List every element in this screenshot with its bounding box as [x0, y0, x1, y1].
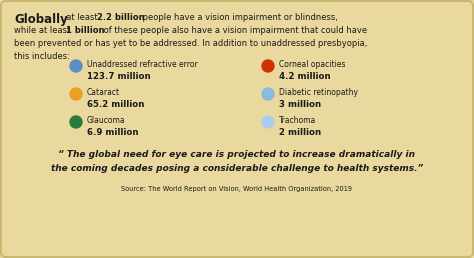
- Text: 2 million: 2 million: [279, 128, 321, 137]
- Text: Trachoma: Trachoma: [279, 116, 316, 125]
- Text: the coming decades posing a considerable challenge to health systems.”: the coming decades posing a considerable…: [51, 164, 423, 173]
- Text: Globally: Globally: [14, 13, 68, 26]
- Circle shape: [70, 60, 82, 72]
- Text: 65.2 million: 65.2 million: [87, 100, 145, 109]
- Text: Unaddressed refractive error: Unaddressed refractive error: [87, 60, 198, 69]
- Text: Source: The World Report on Vision, World Health Organization, 2019: Source: The World Report on Vision, Worl…: [121, 186, 353, 192]
- Text: 2.2 billion: 2.2 billion: [97, 13, 145, 22]
- Text: Diabetic retinopathy: Diabetic retinopathy: [279, 88, 358, 97]
- Text: been prevented or has yet to be addressed. In addition to unaddressed presbyopia: been prevented or has yet to be addresse…: [14, 39, 367, 48]
- Text: 123.7 million: 123.7 million: [87, 72, 151, 81]
- Text: 3 million: 3 million: [279, 100, 321, 109]
- Circle shape: [262, 116, 274, 128]
- Text: people have a vision impairment or blindness,: people have a vision impairment or blind…: [140, 13, 338, 22]
- Text: while at least: while at least: [14, 26, 73, 35]
- Text: 4.2 million: 4.2 million: [279, 72, 331, 81]
- Text: of these people also have a vision impairment that could have: of these people also have a vision impai…: [101, 26, 367, 35]
- Text: Glaucoma: Glaucoma: [87, 116, 126, 125]
- Text: 6.9 million: 6.9 million: [87, 128, 138, 137]
- Circle shape: [262, 88, 274, 100]
- Text: “ The global need for eye care is projected to increase dramatically in: “ The global need for eye care is projec…: [58, 150, 416, 159]
- Text: Corneal opacities: Corneal opacities: [279, 60, 346, 69]
- Text: this includes:: this includes:: [14, 52, 70, 61]
- Circle shape: [70, 88, 82, 100]
- Text: , at least: , at least: [61, 13, 100, 22]
- Text: Cataract: Cataract: [87, 88, 120, 97]
- Circle shape: [70, 116, 82, 128]
- Text: 1 billion: 1 billion: [66, 26, 104, 35]
- Circle shape: [262, 60, 274, 72]
